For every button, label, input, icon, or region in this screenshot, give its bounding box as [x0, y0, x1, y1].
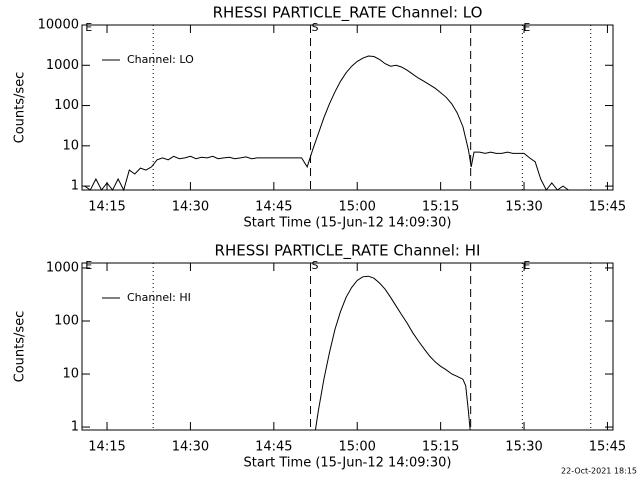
y-tick-label: 1: [71, 420, 79, 435]
plot-frame: [81, 24, 614, 191]
x-axis-label: Start Time (15-Jun-12 14:09:30): [244, 456, 452, 471]
x-tick-label: 15:45: [589, 440, 626, 455]
y-tick-label: 10: [62, 138, 79, 153]
y-tick-label: 1: [71, 179, 79, 194]
y-axis-label: Counts/sec: [13, 311, 28, 383]
y-tick-label: 1000: [46, 260, 79, 275]
x-tick-label: 15:00: [338, 200, 375, 215]
x-tick-label: 14:15: [88, 200, 125, 215]
x-tick-label: 14:45: [255, 440, 292, 455]
legend-label: Channel: HI: [127, 291, 191, 304]
chart-title: RHESSI PARTICLE_RATE Channel: LO: [213, 4, 483, 23]
y-tick-label: 100: [54, 313, 79, 328]
footer: 22-Oct-2021 18:15: [561, 467, 637, 476]
annotation: E: [85, 21, 92, 34]
annotation: E: [523, 21, 530, 34]
y-tick-label: 100: [54, 98, 79, 113]
annotation: E: [523, 259, 530, 272]
annotation: S: [312, 259, 319, 272]
annotation: E: [85, 259, 92, 272]
y-tick-label: 10000: [38, 18, 79, 33]
legend-label: Channel: LO: [127, 53, 194, 66]
x-tick-label: 14:30: [172, 200, 209, 215]
y-tick-label: 10: [62, 367, 79, 382]
x-tick-label: 15:15: [422, 200, 459, 215]
y-tick-label: 1000: [46, 58, 79, 73]
annotation: S: [312, 21, 319, 34]
x-tick-label: 14:30: [172, 440, 209, 455]
x-tick-label: 15:30: [505, 200, 542, 215]
x-tick-label: 15:00: [338, 440, 375, 455]
chart-title: RHESSI PARTICLE_RATE Channel: HI: [215, 242, 481, 261]
x-tick-label: 14:15: [88, 440, 125, 455]
plot-frame: [81, 262, 614, 431]
x-tick-label: 15:45: [589, 200, 626, 215]
x-tick-label: 15:30: [505, 440, 542, 455]
y-axis-label: Counts/sec: [13, 72, 28, 144]
x-tick-label: 14:45: [255, 200, 292, 215]
data-line: [315, 275, 471, 430]
x-tick-label: 15:15: [422, 440, 459, 455]
data-line: [84, 55, 569, 192]
x-axis-label: Start Time (15-Jun-12 14:09:30): [244, 216, 452, 231]
